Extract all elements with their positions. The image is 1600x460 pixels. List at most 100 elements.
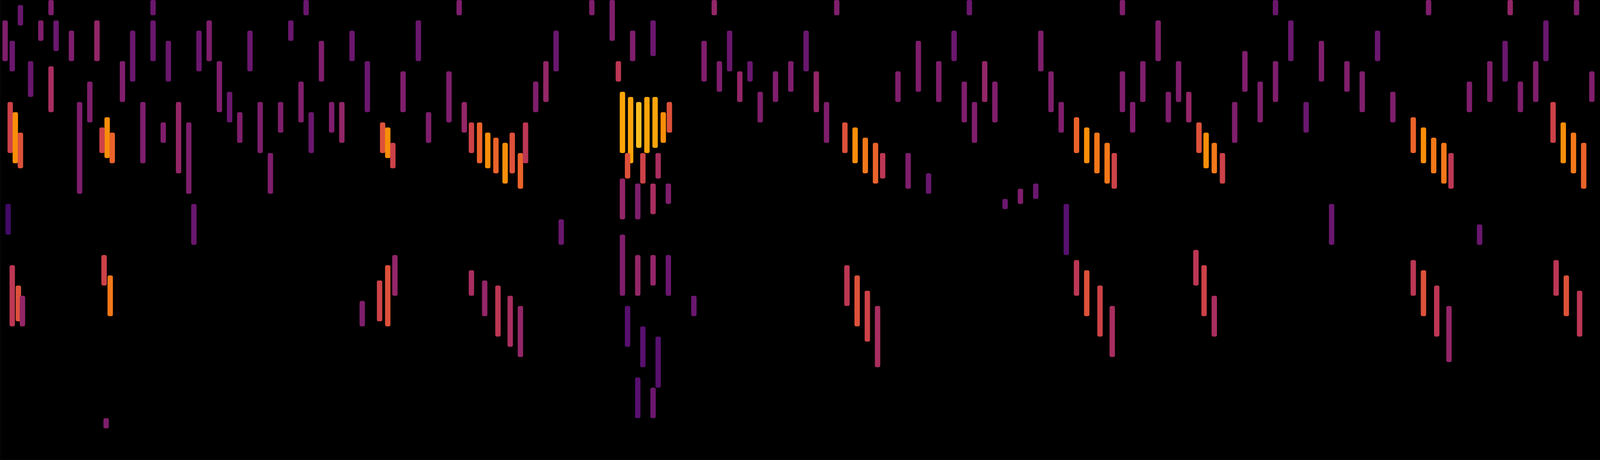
x-axis (0, 459, 1600, 460)
streak (379, 122, 386, 153)
streak (650, 387, 656, 419)
streak (1203, 132, 1209, 169)
streak (1097, 285, 1103, 337)
streak (1273, 0, 1279, 16)
streak (1390, 91, 1396, 123)
streak (747, 61, 753, 82)
axis-line (0, 0, 1, 460)
streak (1211, 295, 1217, 337)
streak (1129, 101, 1136, 133)
streak (1037, 30, 1044, 72)
streak (359, 300, 366, 327)
streak (493, 137, 499, 174)
streak (1344, 61, 1350, 92)
streak (553, 30, 559, 72)
streak (961, 81, 968, 123)
streak (1553, 260, 1559, 297)
streak (339, 101, 345, 143)
streak (257, 101, 263, 153)
streak (966, 0, 973, 16)
streak (94, 20, 100, 62)
streak (652, 96, 658, 149)
streak (640, 152, 646, 184)
streak (186, 122, 192, 194)
streak (48, 66, 54, 113)
streak (1560, 122, 1566, 164)
streak (1570, 132, 1577, 174)
streak (757, 91, 763, 123)
streak (139, 101, 146, 163)
streak (1140, 61, 1146, 102)
streak (119, 61, 126, 102)
streak (1420, 270, 1426, 316)
streak (1063, 204, 1069, 256)
streak (951, 30, 957, 62)
streak (640, 326, 646, 367)
streak (226, 91, 233, 123)
streak (446, 71, 452, 123)
streak (1219, 152, 1226, 184)
streak (1589, 71, 1595, 102)
streak (1119, 71, 1125, 113)
chart (0, 0, 1600, 460)
streak (1073, 260, 1080, 297)
streak (1577, 290, 1583, 337)
streak (247, 30, 253, 72)
streak (109, 132, 115, 163)
streak (468, 122, 475, 153)
streak (1165, 91, 1172, 123)
streak (925, 173, 932, 194)
streak (7, 101, 14, 153)
streak (318, 40, 325, 82)
streak (517, 152, 524, 189)
streak (624, 152, 631, 179)
streak (1257, 81, 1263, 123)
streak (862, 137, 868, 174)
streak (1517, 81, 1524, 113)
streak (468, 270, 475, 296)
streak (1273, 61, 1279, 102)
streak (936, 61, 942, 102)
streak (636, 101, 642, 148)
streak (1420, 127, 1426, 164)
streak (650, 254, 656, 286)
streak (532, 81, 539, 113)
streak (1318, 40, 1325, 82)
streak (1196, 122, 1202, 153)
streak (308, 112, 314, 153)
streak (1425, 0, 1432, 16)
streak (833, 0, 840, 16)
streak (1242, 51, 1248, 92)
streak (1550, 101, 1556, 143)
streak (1434, 285, 1440, 337)
streak (1573, 0, 1580, 16)
streak (1111, 152, 1117, 189)
streak (1185, 91, 1192, 123)
streak (635, 183, 641, 220)
streak (17, 132, 23, 169)
streak (390, 142, 396, 169)
streak (107, 275, 114, 317)
y-axis (0, 0, 1, 460)
streak (666, 101, 672, 133)
streak (1430, 137, 1437, 174)
streak (1303, 101, 1309, 133)
streak (303, 0, 309, 16)
streak (415, 20, 422, 62)
streak (619, 234, 626, 296)
streak (175, 101, 182, 174)
streak (191, 204, 197, 245)
streak (517, 305, 524, 358)
streak (844, 265, 850, 306)
streak (165, 40, 171, 82)
streak (915, 40, 921, 92)
streak (160, 122, 166, 143)
streak (701, 40, 707, 82)
streak (609, 0, 615, 41)
streak (1507, 0, 1513, 16)
streak (523, 122, 529, 164)
streak (495, 285, 501, 337)
streak (543, 61, 549, 102)
streak (196, 30, 202, 72)
streak (1563, 275, 1570, 317)
